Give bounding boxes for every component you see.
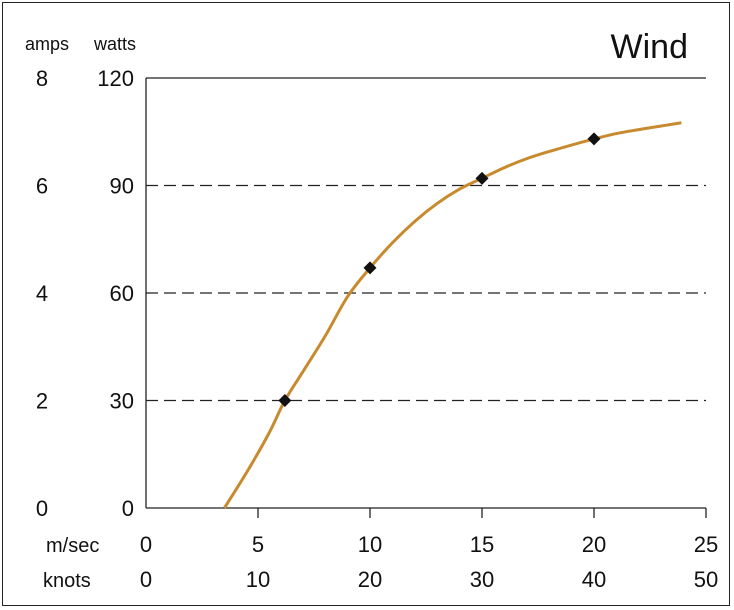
y-tick-label-watts: 60 bbox=[110, 281, 134, 306]
x-tick-label-knots: 10 bbox=[246, 567, 270, 592]
x-tick-label-knots: 50 bbox=[694, 567, 718, 592]
x-tick-label-msec: 0 bbox=[140, 532, 152, 557]
x-tick-label-knots: 30 bbox=[470, 567, 494, 592]
msec-axis-label: m/sec bbox=[46, 535, 99, 557]
y-tick-label-amps: 0 bbox=[36, 496, 48, 521]
y-tick-label-amps: 4 bbox=[36, 281, 48, 306]
y-tick-label-amps: 2 bbox=[36, 389, 48, 414]
x-tick-label-msec: 5 bbox=[252, 532, 264, 557]
data-point-marker bbox=[363, 261, 377, 275]
power-curve-line bbox=[223, 121, 682, 509]
x-tick-label-msec: 25 bbox=[694, 532, 718, 557]
x-tick-label-msec: 15 bbox=[470, 532, 494, 557]
data-point-marker bbox=[278, 394, 292, 407]
data-point-marker bbox=[475, 171, 489, 185]
x-tick-label-knots: 40 bbox=[582, 567, 606, 592]
watts-axis-label: watts bbox=[93, 34, 136, 54]
chart-title: Wind bbox=[611, 28, 688, 66]
y-tick-label-amps: 6 bbox=[36, 174, 48, 199]
y-tick-label-watts: 120 bbox=[97, 66, 134, 91]
x-tick-label-msec: 20 bbox=[582, 532, 606, 557]
knots-axis-label: knots bbox=[43, 570, 91, 592]
amps-axis-label: amps bbox=[25, 34, 69, 54]
y-tick-label-watts: 30 bbox=[110, 389, 134, 414]
data-point-marker bbox=[587, 132, 601, 146]
y-tick-label-watts: 90 bbox=[110, 174, 134, 199]
x-tick-label-knots: 0 bbox=[140, 567, 152, 592]
y-tick-label-amps: 8 bbox=[36, 66, 48, 91]
x-tick-label-knots: 20 bbox=[358, 567, 382, 592]
y-tick-label-watts: 0 bbox=[122, 496, 134, 521]
x-tick-label-msec: 10 bbox=[358, 532, 382, 557]
